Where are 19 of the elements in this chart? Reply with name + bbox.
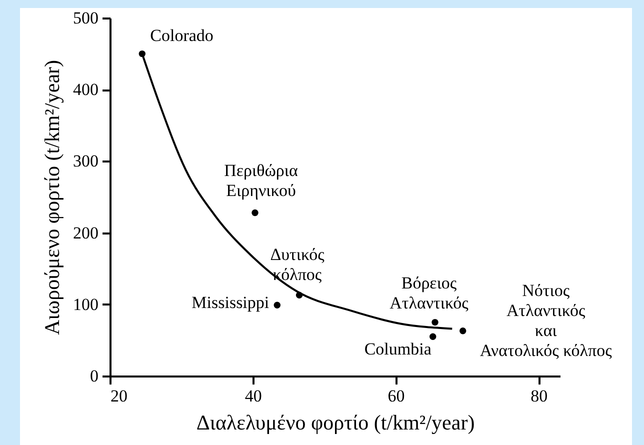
x-tick-label: 80 [530, 386, 548, 406]
y-tick-label: 200 [73, 223, 98, 242]
y-tick-label: 100 [73, 294, 98, 314]
x-tick-label: 40 [244, 386, 262, 406]
annotation: Columbia [364, 340, 432, 359]
annotation: Νότιος Ατλαντικός και Ανατολικός κόλπος [480, 280, 612, 360]
annotation: Colorado [150, 26, 214, 45]
annotation: Βόρειος Ατλαντικός [390, 273, 469, 312]
x-tick-label: 60 [388, 386, 405, 406]
annotation: Mississippi [192, 293, 270, 312]
x-axis-title: Διαλελυμένο φορτίο (t/km²/year) [196, 410, 475, 434]
y-tick-label: 400 [73, 80, 98, 100]
annotation: Δυτικός κόλπος [270, 245, 325, 284]
y-axis-title: Αιωρούμενο φορτίο (t/km²/year) [40, 60, 64, 336]
y-tick-label: 0 [90, 366, 98, 386]
y-tick-label: 500 [73, 8, 98, 28]
y-tick-label: 300 [73, 152, 98, 171]
x-tick-label: 20 [110, 386, 128, 406]
annotation: Περιθώρια Ειρηνικού [224, 160, 298, 200]
